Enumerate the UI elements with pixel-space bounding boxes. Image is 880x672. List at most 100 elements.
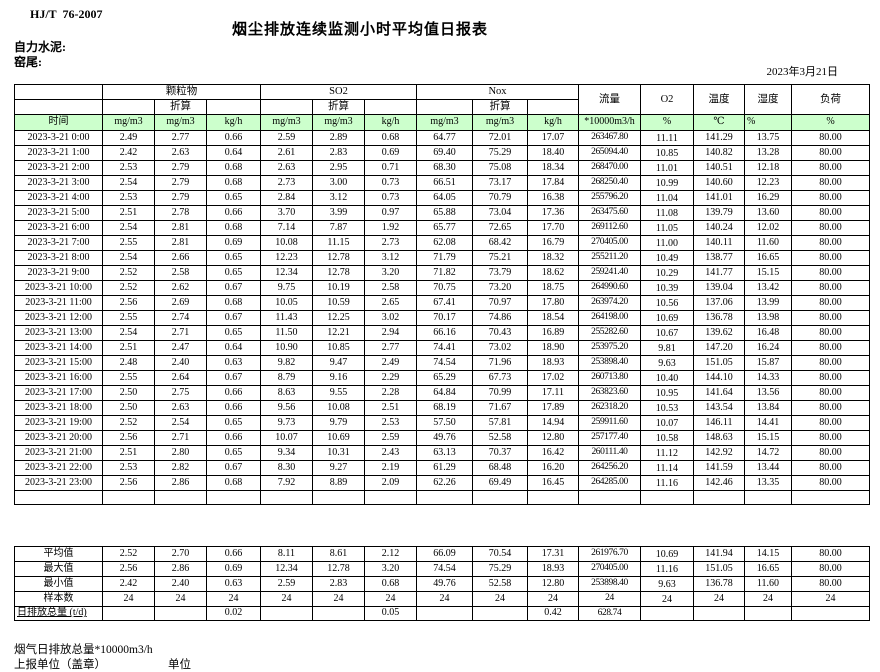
header-blank-cell (206, 99, 261, 115)
value-cell: 0.05 (364, 606, 417, 621)
time-column-header: 时间 (14, 114, 103, 131)
value-cell: 10.07 (260, 430, 313, 446)
value-cell: 68.30 (416, 160, 473, 176)
value-cell: 52.58 (472, 576, 528, 592)
value-cell: 11.60 (744, 235, 792, 251)
header-blank-cell (102, 99, 155, 115)
value-cell: 2.54 (102, 220, 155, 236)
value-cell: 140.11 (693, 235, 745, 251)
value-cell (416, 606, 473, 621)
value-cell: 10.99 (640, 175, 694, 191)
header-blank-cell (14, 99, 103, 115)
value-cell: 11.00 (640, 235, 694, 251)
value-cell: 260713.80 (578, 370, 641, 386)
value-cell: 16.24 (744, 340, 792, 356)
empty-cell (206, 490, 261, 505)
value-cell: 16.42 (527, 445, 579, 461)
empty-cell (744, 490, 792, 505)
value-cell: 12.21 (312, 325, 365, 341)
empty-cell (154, 490, 207, 505)
value-cell: 2.49 (102, 130, 155, 146)
value-cell: 2.54 (102, 250, 155, 266)
value-cell: 136.78 (693, 576, 745, 592)
value-cell: 16.65 (744, 561, 792, 577)
value-cell: 73.79 (472, 265, 528, 281)
value-cell: 255282.60 (578, 325, 641, 341)
value-cell: 2.79 (154, 175, 207, 191)
header-nox: Nox (416, 84, 579, 100)
value-cell: 263974.20 (578, 295, 641, 311)
summary-row: 平均值 2.52 2.70 0.66 8.11 8.61 2.12 66.09 70.54 17.… (14, 546, 870, 562)
value-cell: 66.09 (416, 546, 473, 562)
value-cell: 80.00 (791, 265, 870, 281)
value-cell: 10.59 (312, 295, 365, 311)
value-cell: 0.69 (364, 145, 417, 161)
value-cell: 18.90 (527, 340, 579, 356)
value-cell: 10.40 (640, 370, 694, 386)
value-cell: 10.08 (312, 400, 365, 416)
value-cell: 2.54 (102, 325, 155, 341)
value-cell: 11.60 (744, 576, 792, 592)
value-cell: 18.93 (527, 355, 579, 371)
value-cell: 265094.40 (578, 145, 641, 161)
value-cell: 14.33 (744, 370, 792, 386)
value-cell: 0.65 (206, 265, 261, 281)
value-cell: 2.94 (364, 325, 417, 341)
value-cell: 13.60 (744, 205, 792, 221)
value-cell: 2.49 (364, 355, 417, 371)
value-cell: 67.41 (416, 295, 473, 311)
value-cell: 15.15 (744, 265, 792, 281)
value-cell: 0.67 (206, 460, 261, 476)
value-cell: 10.69 (640, 310, 694, 326)
summary-label: 平均值 (14, 546, 103, 562)
value-cell: 140.82 (693, 145, 745, 161)
value-cell: 49.76 (416, 430, 473, 446)
value-cell: 151.05 (693, 355, 745, 371)
value-cell: 2.59 (364, 430, 417, 446)
value-cell: 10.29 (640, 265, 694, 281)
header-blank-cell (364, 99, 417, 115)
value-cell: 264256.20 (578, 460, 641, 476)
value-cell: 75.29 (472, 561, 528, 577)
value-cell: 2.40 (154, 576, 207, 592)
value-cell: 65.29 (416, 370, 473, 386)
value-cell: 9.34 (260, 445, 313, 461)
header-humidity: 湿度 (744, 84, 792, 115)
summary-label: 最小值 (14, 576, 103, 592)
value-cell: 24 (206, 591, 261, 607)
value-cell: 11.15 (312, 235, 365, 251)
empty-cell (693, 490, 745, 505)
value-cell: 139.62 (693, 325, 745, 341)
value-cell (693, 606, 745, 621)
value-cell: 2.77 (364, 340, 417, 356)
value-cell: 2.55 (102, 310, 155, 326)
value-cell: 62.08 (416, 235, 473, 251)
value-cell: 2.54 (102, 175, 155, 191)
value-cell: 73.04 (472, 205, 528, 221)
value-cell: 64.84 (416, 385, 473, 401)
value-cell: 0.66 (206, 205, 261, 221)
standard-number: HJ/T 76-2007 (30, 7, 103, 21)
value-cell: 69.40 (416, 145, 473, 161)
value-cell: 2.47 (154, 340, 207, 356)
value-cell: 11.14 (640, 460, 694, 476)
value-cell: 10.67 (640, 325, 694, 341)
value-cell: 8.79 (260, 370, 313, 386)
value-cell: 3.20 (364, 265, 417, 281)
value-cell: 136.78 (693, 310, 745, 326)
value-cell: 2.95 (312, 160, 365, 176)
value-cell: 0.67 (206, 370, 261, 386)
value-cell: 0.68 (206, 295, 261, 311)
value-cell: 151.05 (693, 561, 745, 577)
unit-cell: % (640, 114, 694, 131)
unit-cell: kg/h (206, 114, 261, 131)
value-cell: 2.86 (154, 475, 207, 491)
time-cell: 2023-3-21 21:00 (14, 445, 103, 461)
value-cell: 141.77 (693, 265, 745, 281)
value-cell: 75.21 (472, 250, 528, 266)
value-cell: 2.58 (364, 280, 417, 296)
value-cell: 2.54 (154, 415, 207, 431)
value-cell: 73.02 (472, 340, 528, 356)
empty-cell (578, 490, 641, 505)
unit-cell: % (791, 114, 870, 131)
